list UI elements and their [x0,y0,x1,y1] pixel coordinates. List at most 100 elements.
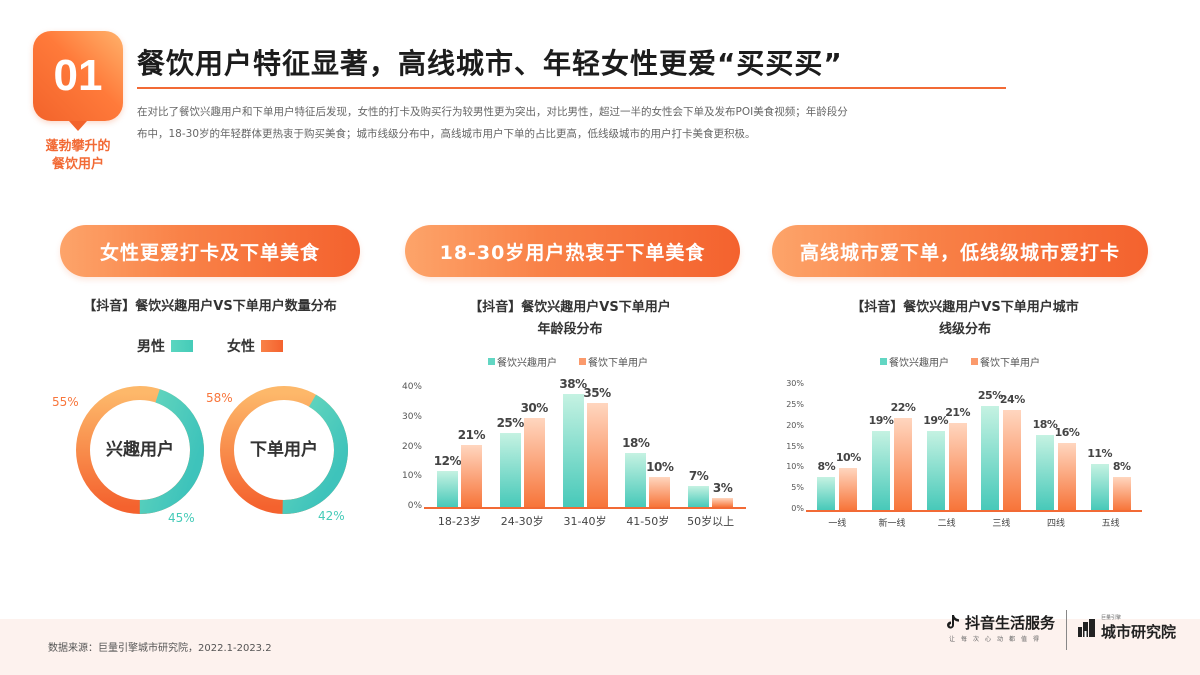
bar-order [894,418,912,510]
legend-order: 餐饮下单用户 [579,354,648,369]
bar-interest [817,476,836,510]
bar-value-label: 22% [890,401,916,415]
donut-order-users: 下单用户 [218,384,350,516]
donut-center-label: 兴趣用户 [106,440,174,460]
chart-title-line: 年龄段分布 [537,322,603,337]
badge-subtitle: 蓬勃攀升的 餐饮用户 [30,138,126,174]
bar-value-label: 10% [835,451,861,465]
data-source: 数据来源：巨量引擎城市研究院，2022.1-2023.2 [48,643,272,654]
bar-interest [1036,435,1054,510]
x-axis-line [424,507,746,509]
chart-title-city: 【抖音】餐饮兴趣用户VS下单用户城市 线级分布 [780,297,1150,341]
bar-interest [1090,464,1109,510]
bar-value-label: 7% [688,469,709,484]
y-tick-label: 15% [786,441,804,451]
bar-order [586,402,608,507]
chart-title-line: 【抖音】餐饮兴趣用户VS下单用户城市 [851,300,1079,315]
bar-value-label: 19% [923,413,949,427]
x-category-label: 31-40岁 [563,515,607,528]
bar-value-label: 16% [1054,426,1080,440]
x-axis-line [806,510,1142,512]
bar-interest [499,432,521,507]
legend-order: 餐饮下单用户 [971,354,1040,369]
bar-order [1112,476,1131,510]
logo1-slogan: 让每次心动都值得 [949,636,1046,643]
x-category-label: 41-50岁 [626,515,670,528]
x-category-label: 三线 [992,519,1011,529]
bar-order [523,417,545,507]
section-number-badge: 01 [33,31,123,121]
x-category-label: 18-23岁 [437,515,481,528]
bar-value-label: 30% [520,400,549,415]
bar-order [1058,443,1076,510]
bar-order [460,444,482,507]
bar-interest [688,486,710,507]
bar-value-label: 11% [1087,447,1113,461]
donut2-male-pct: 42% [318,509,345,523]
intro-paragraph: 在对比了餐饮兴趣用户和下单用户特征后发现，女性的打卡及购买行为较男性更为突出，对… [137,101,1007,145]
bar-value-label: 8% [817,459,836,473]
bar-value-label: 12% [433,454,462,469]
bar-value-label: 8% [1112,459,1131,473]
bar-order [839,468,858,510]
page-title: 餐饮用户特征显著，高线城市、年轻女性更爱“买买买” [137,47,843,80]
bar-value-label: 19% [868,413,894,427]
bar-interest [981,405,1000,510]
x-category-label: 50岁以上 [687,515,735,528]
section-pill-city: 高线城市爱下单，低线级城市爱打卡 [772,225,1148,277]
age-bar-chart: 0% 10% 20% 30% 40% 12% 21% 18-23岁 25% 30% 24-30岁 38… [390,377,750,530]
y-tick-label: 10% [401,471,422,482]
logo1-name: 抖音生活服务 [965,614,1056,632]
legend-swatch-orange [971,358,978,365]
bar-value-label: 18% [622,436,650,451]
badge-subtitle-line2: 餐饮用户 [51,157,104,172]
legend-interest-label: 餐饮兴趣用户 [889,358,949,369]
douyin-life-service-logo: 抖音生活服务 让每次心动都值得 [945,612,1055,643]
bar-value-label: 21% [945,405,971,419]
legend-male: 男性 [137,336,193,356]
bar-value-label: 10% [646,460,674,475]
y-tick-label: 40% [401,382,422,392]
donut-center-label: 下单用户 [250,440,318,460]
logo-divider [1066,610,1067,650]
legend-male-label: 男性 [137,339,165,355]
legend-interest: 餐饮兴趣用户 [488,354,557,369]
donut1-male-pct: 45% [168,511,195,525]
bar-interest [436,471,458,507]
chart-title-line: 线级分布 [938,322,991,337]
x-category-label: 一线 [828,519,847,529]
donut-ring [76,386,204,514]
x-category-label: 五线 [1101,519,1120,529]
bar-order [1003,410,1022,510]
bar-value-label: 3% [712,481,733,496]
legend-female-label: 女性 [227,339,255,355]
y-tick-label: 0% [791,504,804,513]
gender-legend: 男性 女性 [137,336,283,356]
chart-title-line: 【抖音】餐饮兴趣用户VS下单用户 [469,300,671,315]
logo2-name: 城市研究院 [1101,623,1177,641]
legend-order-label: 餐饮下单用户 [588,358,648,369]
x-category-label: 24-30岁 [500,515,544,528]
bar-interest [562,393,584,507]
chart-title-gender: 【抖音】餐饮兴趣用户VS下单用户数量分布 [40,296,380,318]
y-tick-label: 30% [786,379,804,388]
city-bar-chart: 0% 5% 10% 15% 20% 25% 30% 8% 10% 一线 19% 22% 新一线 19% 21… [770,379,1150,530]
donut2-female-pct: 58% [206,391,233,405]
title-divider [137,87,1006,89]
donut-ring [220,386,348,514]
y-tick-label: 10% [786,462,804,472]
intro-line-2: 布中，18-30岁的年轻群体更热衷于购买美食；城市线级分布中，高线城市用户下单的… [137,128,756,140]
badge-subtitle-line1: 蓬勃攀升的 [45,139,111,154]
bar-value-label: 18% [1032,418,1058,431]
legend-swatch-teal [171,340,193,352]
y-tick-label: 20% [401,441,422,452]
donut1-female-pct: 55% [52,395,79,409]
bar-value-label: 21% [457,427,486,442]
bar-order [948,422,967,510]
logo2-tiny-label: 巨量引擎 [1101,615,1122,621]
legend-female: 女性 [227,336,283,356]
city-chart-legend: 餐饮兴趣用户 餐饮下单用户 [880,354,1040,369]
y-tick-label: 30% [401,411,422,422]
x-category-label: 新一线 [878,519,906,529]
bar-value-label: 35% [583,385,611,400]
